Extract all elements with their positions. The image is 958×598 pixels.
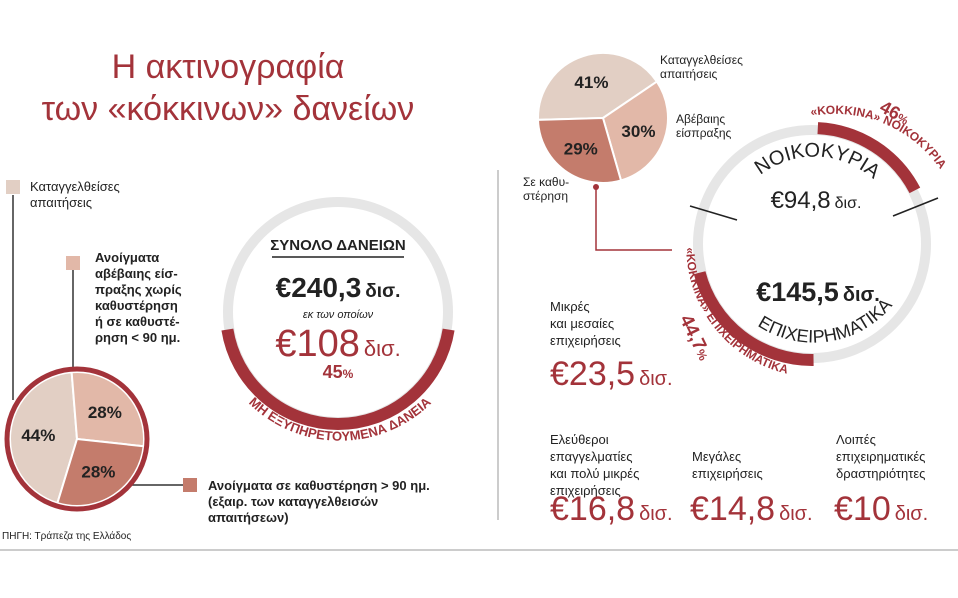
npl-amount-line: €108 δισ. xyxy=(275,323,400,365)
segment-large-line-1: Μεγάλες xyxy=(692,449,741,464)
legend-swatch-uncertain xyxy=(66,256,80,270)
households-unit: δισ. xyxy=(835,195,862,212)
segment-other-line-3: δραστηριότητες xyxy=(836,466,925,481)
legend-uncertain-line-3: πραξης χωρίς xyxy=(95,282,182,297)
segment-sme-line-3: επιχειρήσεις xyxy=(550,333,621,348)
npl-pct-line: 45% xyxy=(323,362,354,382)
pie-left-slice-label-2: 28% xyxy=(88,403,122,422)
segment-sme-line-2: και μεσαίες xyxy=(550,316,614,331)
pie-chart-right: 41% 30% 29% xyxy=(536,52,669,184)
segment-sme: Μικρές και μεσαίες επιχειρήσεις €23,5 δισ… xyxy=(550,299,673,393)
total-of-which: εκ των οποίων xyxy=(303,309,374,321)
left-legend: Καταγγελθείσες απαιτήσεις Ανοίγματα αβέβ… xyxy=(6,179,430,525)
pie-left-slice-2 xyxy=(70,371,145,448)
npl-amount: €108 xyxy=(275,323,360,365)
segment-large-line-2: επιχειρήσεις xyxy=(692,466,763,481)
npl-pct-sign: % xyxy=(343,367,354,381)
pie-left-slice-label-3: 28% xyxy=(81,462,115,481)
segment-sme-line-1: Μικρές xyxy=(550,299,590,314)
npl-pct: 45 xyxy=(323,362,343,382)
segment-sme-unit: δισ. xyxy=(639,368,672,390)
pie-right-slice-3 xyxy=(536,116,623,184)
legend-denounced-line-1: Καταγγελθείσες xyxy=(30,179,120,194)
segment-other-amount: €10 xyxy=(834,490,891,528)
connector-line xyxy=(595,187,672,251)
total-heading: ΣΥΝΟΛΟ ΔΑΝΕΙΩΝ xyxy=(270,237,405,254)
pie-left-outline xyxy=(4,366,150,512)
npl-amount-unit: δισ. xyxy=(364,336,401,361)
segment-freelancers-unit: δισ. xyxy=(639,503,672,525)
business-unit: δισ. xyxy=(843,284,880,306)
ring-total-npl-arc xyxy=(221,328,455,430)
ring-divider-left xyxy=(689,205,738,221)
segment-other-line-1: Λοιπές xyxy=(836,432,876,447)
segment-large-unit: δισ. xyxy=(779,503,812,525)
segment-freelancers-line-3: και πολύ μικρές xyxy=(550,466,639,481)
segment-freelancers-line-4: επιχειρήσεις xyxy=(550,483,621,498)
business-amount: €145,5 xyxy=(756,277,839,307)
segment-freelancers-amount: €16,8 xyxy=(550,490,635,528)
segment-other-line-2: επιχειρηματικές xyxy=(836,449,925,464)
segment-other-amount-line: €10 δισ. xyxy=(834,490,928,528)
pie-right-slice-1 xyxy=(537,52,659,121)
segment-freelancers-line-1: Ελεύθεροι xyxy=(550,432,609,447)
pie-right-slice-2 xyxy=(601,80,669,182)
legend-uncertain-line-2: αβέβαιης είσ- xyxy=(95,266,178,281)
legend-overdue-line-1: Ανοίγματα σε καθυστέρηση > 90 ημ. xyxy=(208,478,430,493)
legend-uncertain-line-1: Ανοίγματα xyxy=(95,250,159,265)
legend-uncertain-line-4: καθυστέρηση xyxy=(95,298,178,313)
page-title-line-2: των «κόκκινων» δανείων xyxy=(42,90,415,128)
total-amount: €240,3 xyxy=(276,272,362,303)
rpie-overdue-line-1: Σε καθυ- xyxy=(523,175,569,189)
ring-households-npl-arc xyxy=(817,122,921,194)
pie-left-slice-3 xyxy=(56,437,145,507)
legend-uncertain-line-5: ή σε καθυστέ- xyxy=(95,314,180,329)
ring-business-npl-arc xyxy=(693,271,814,366)
households-amount: €94,8 xyxy=(771,187,831,214)
rpie-uncertain-line-2: είσπραξης xyxy=(676,126,732,140)
page-title-line-1: Η ακτινογραφία xyxy=(112,48,345,86)
segment-large: Μεγάλες επιχειρήσεις €14,8 δισ. xyxy=(690,449,813,528)
pie-right-slice-label-1: 41% xyxy=(574,73,608,92)
pie-left-slice-label-1: 44% xyxy=(21,426,55,445)
pie-right-slice-label-3: 29% xyxy=(564,139,598,158)
pie-chart-left: 44% 28% 28% xyxy=(4,366,150,512)
source-note: ΠΗΓΗ: Τράπεζα της Ελλάδος xyxy=(2,530,131,542)
rpie-uncertain-line-1: Αβέβαιης xyxy=(676,112,725,126)
segment-sme-amount-line: €23,5 δισ. xyxy=(550,355,673,393)
business-segments: Μικρές και μεσαίες επιχειρήσεις €23,5 δισ… xyxy=(550,299,928,528)
segment-freelancers-amount-line: €16,8 δισ. xyxy=(550,490,673,528)
legend-denounced-line-2: απαιτήσεις xyxy=(30,195,92,210)
segment-other-unit: δισ. xyxy=(895,503,928,525)
segment-other: Λοιπές επιχειρηματικές δραστηριότητες €1… xyxy=(834,432,928,528)
segment-freelancers-line-2: επαγγελματίες xyxy=(550,449,632,464)
pie-right-slice-label-2: 30% xyxy=(621,122,655,141)
business-amount-line: €145,5 δισ. xyxy=(756,277,880,307)
segment-freelancers: Ελεύθεροι επαγγελματίες και πολύ μικρές … xyxy=(550,432,673,528)
legend-swatch-overdue xyxy=(183,478,197,492)
segment-sme-amount: €23,5 xyxy=(550,355,635,393)
rpie-overdue-line-2: στέρηση xyxy=(523,189,568,203)
legend-swatch-denounced xyxy=(6,180,20,194)
rpie-denounced-line-2: απαιτήσεις xyxy=(660,67,717,81)
legend-overdue-line-3: απαιτήσεων) xyxy=(208,510,289,525)
total-amount-line: €240,3 δισ. xyxy=(276,272,401,303)
rpie-denounced-line-1: Καταγγελθείσες xyxy=(660,53,743,67)
segment-large-amount-line: €14,8 δισ. xyxy=(690,490,813,528)
segment-large-amount: €14,8 xyxy=(690,490,775,528)
pie-left-slice-1 xyxy=(9,371,79,505)
ring-divider-right xyxy=(892,197,939,217)
total-amount-unit: δισ. xyxy=(365,281,400,302)
legend-overdue-line-2: (εξαιρ. των καταγγελθεισών xyxy=(208,494,378,509)
households-amount-line: €94,8 δισ. xyxy=(771,187,862,214)
right-pie-labels: Καταγγελθείσες απαιτήσεις Αβέβαιης είσπρ… xyxy=(523,53,743,251)
total-loans-ring: ΣΥΝΟΛΟ ΔΑΝΕΙΩΝ €240,3 δισ. εκ των οποίων … xyxy=(221,197,455,444)
legend-uncertain-line-6: ρηση < 90 ημ. xyxy=(95,330,180,345)
